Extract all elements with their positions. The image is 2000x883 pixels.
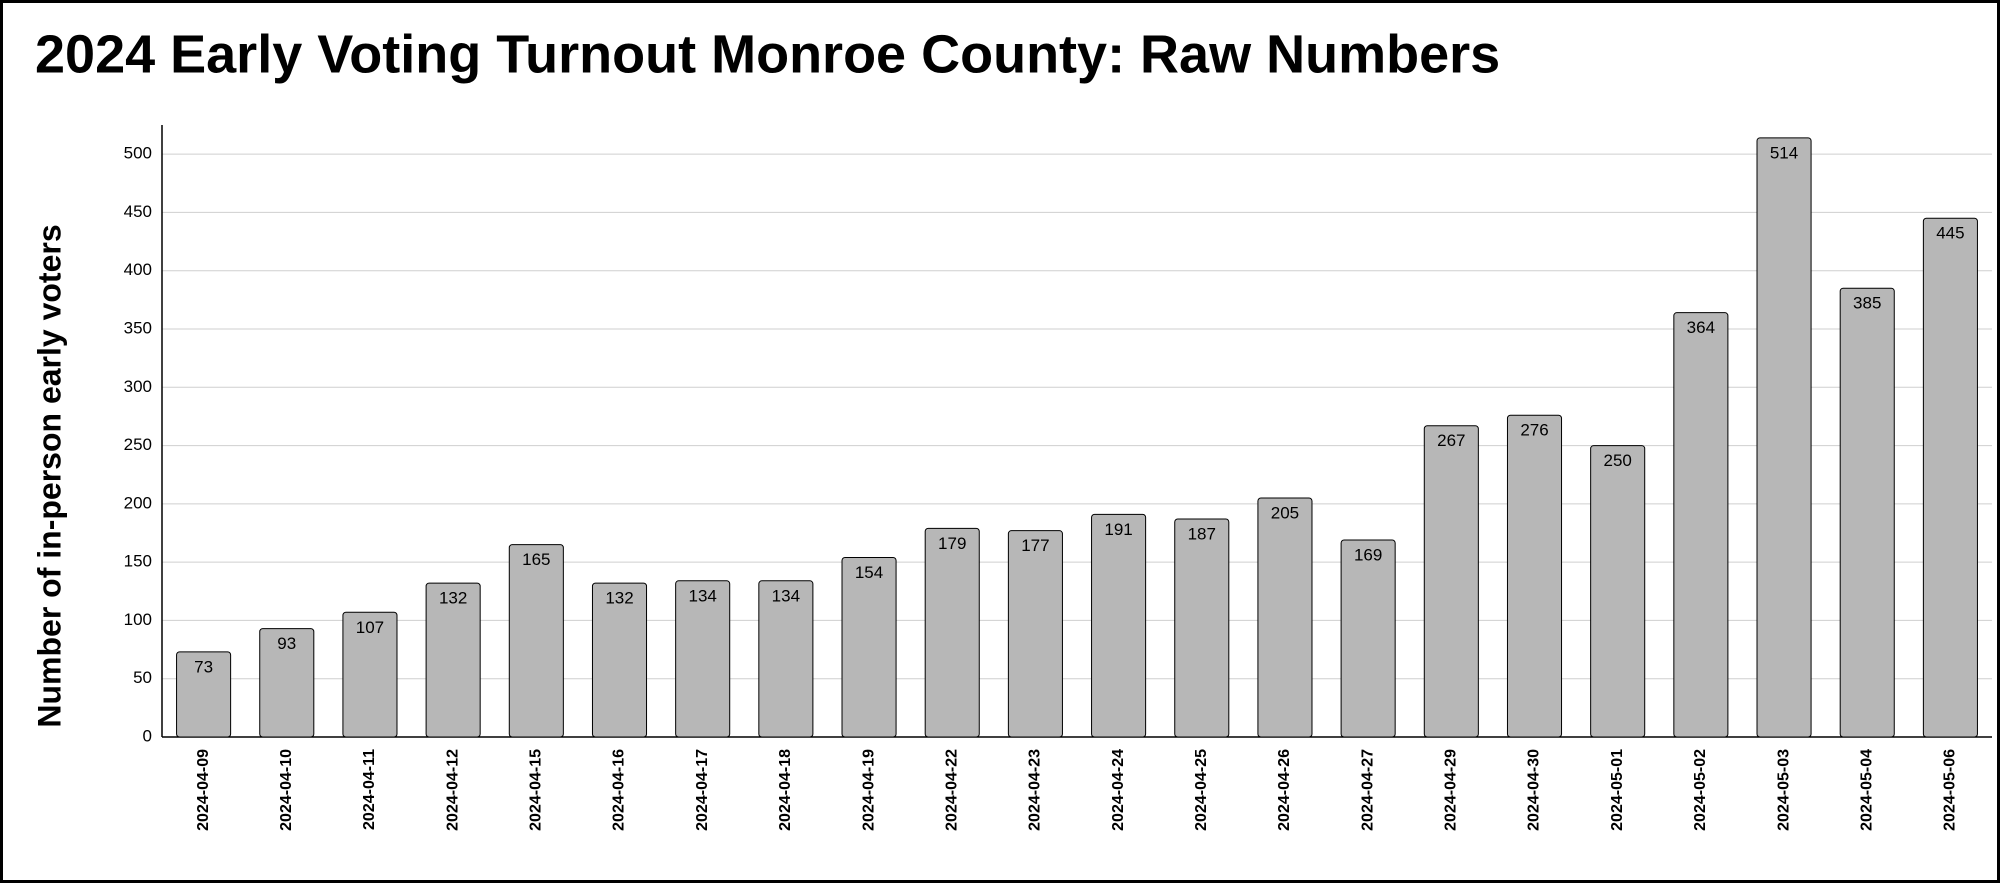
value-label: 187: [1188, 524, 1216, 543]
value-label: 169: [1354, 545, 1382, 564]
y-tick-label: 50: [133, 668, 152, 687]
y-tick-label: 250: [124, 435, 152, 454]
value-label: 132: [605, 589, 633, 608]
bar: [259, 628, 315, 738]
bar: [924, 527, 980, 738]
x-tick-label: 2024-04-23: [1027, 749, 1044, 831]
value-label: 93: [277, 634, 296, 653]
x-tick-label: 2024-05-06: [1942, 749, 1959, 831]
x-tick-label: 2024-04-30: [1526, 749, 1543, 831]
bar: [342, 611, 398, 738]
y-tick-label: 400: [124, 260, 152, 279]
y-tick-label: 450: [124, 202, 152, 221]
x-tick-label: 2024-04-12: [444, 749, 461, 831]
bar: [1423, 425, 1479, 738]
value-label: 385: [1853, 294, 1881, 313]
value-label: 132: [439, 589, 467, 608]
value-label: 107: [356, 618, 384, 637]
value-label: 276: [1520, 421, 1548, 440]
y-axis-label: Number of in-person early voters: [31, 224, 67, 727]
x-tick-label: 2024-04-29: [1443, 749, 1460, 831]
y-tick-label: 300: [124, 377, 152, 396]
x-tick-label: 2024-04-15: [528, 749, 545, 831]
bar: [1590, 445, 1646, 738]
value-label: 445: [1936, 224, 1964, 243]
bar: [758, 580, 814, 738]
x-tick-label: 2024-04-27: [1359, 749, 1376, 831]
x-tick-label: 2024-04-10: [278, 749, 295, 831]
bar: [841, 556, 897, 738]
x-tick-label: 2024-04-22: [943, 749, 960, 831]
bar: [675, 580, 731, 738]
value-label: 154: [855, 563, 883, 582]
bar: [1839, 287, 1895, 738]
value-label: 73: [194, 657, 213, 676]
bar: [1673, 312, 1729, 738]
x-tick-label: 2024-04-16: [611, 749, 628, 831]
y-tick-label: 200: [124, 493, 152, 512]
value-label: 250: [1603, 451, 1631, 470]
x-tick-label: 2024-04-17: [694, 749, 711, 831]
value-label: 179: [938, 534, 966, 553]
bar: [1340, 539, 1396, 738]
value-label: 364: [1687, 318, 1715, 337]
value-label: 514: [1770, 143, 1798, 162]
x-tick-label: 2024-04-25: [1193, 749, 1210, 831]
bar: [1174, 518, 1230, 738]
bar: [1506, 414, 1563, 738]
value-label: 177: [1021, 536, 1049, 555]
bar: [1091, 513, 1147, 738]
bar: [176, 651, 232, 738]
value-label: 165: [522, 550, 550, 569]
x-tick-label: 2024-05-02: [1692, 749, 1709, 831]
value-label: 205: [1271, 504, 1299, 523]
bar: [508, 544, 564, 738]
y-tick-label: 100: [124, 610, 152, 629]
y-tick-label: 0: [143, 726, 152, 745]
y-tick-label: 500: [124, 144, 152, 163]
y-tick-label: 350: [124, 318, 152, 337]
x-tick-label: 2024-04-24: [1110, 749, 1127, 831]
x-tick-label: 2024-05-01: [1609, 749, 1626, 831]
bar: [425, 582, 481, 738]
bar: [1007, 530, 1063, 738]
x-tick-label: 2024-05-04: [1858, 749, 1875, 831]
x-tick-label: 2024-05-03: [1775, 749, 1792, 831]
bar: [1756, 137, 1812, 738]
x-tick-label: 2024-04-11: [361, 749, 378, 830]
x-tick-label: 2024-04-18: [777, 749, 794, 831]
y-tick-label: 150: [124, 552, 152, 571]
x-tick-label: 2024-04-09: [195, 749, 212, 831]
chart-title: 2024 Early Voting Turnout Monroe County:…: [35, 24, 1500, 84]
value-label: 267: [1437, 431, 1465, 450]
x-tick-label: 2024-04-19: [860, 749, 877, 831]
bar: [1257, 497, 1313, 738]
value-label: 134: [688, 586, 716, 605]
value-label: 134: [772, 586, 800, 605]
bar: [1922, 217, 1978, 738]
bar: [591, 582, 648, 738]
value-label: 191: [1104, 520, 1132, 539]
x-tick-label: 2024-04-26: [1276, 749, 1293, 831]
